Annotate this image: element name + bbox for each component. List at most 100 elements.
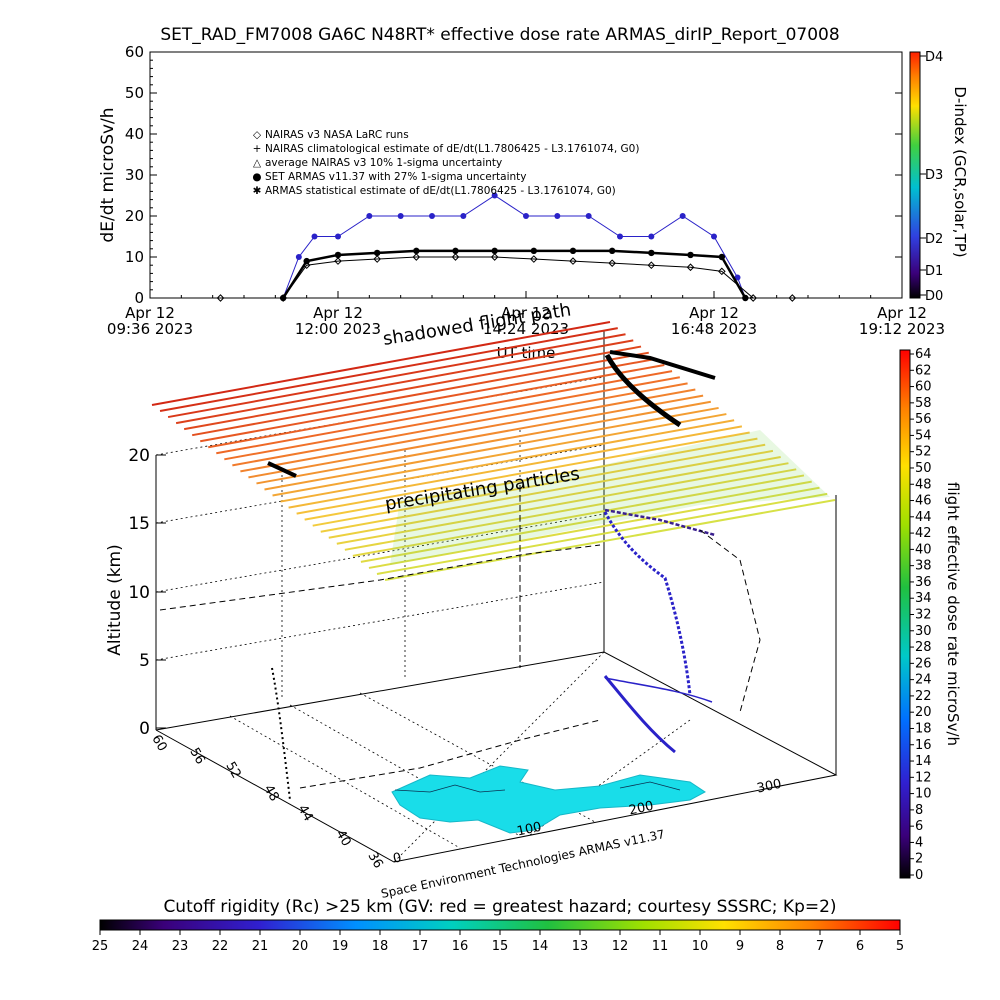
plane-line xyxy=(384,499,836,581)
series-point-2 xyxy=(412,253,421,261)
plane-line xyxy=(216,370,673,455)
plane-line xyxy=(240,388,696,473)
plane-line xyxy=(232,382,688,467)
plane-line xyxy=(288,425,743,509)
plane-line xyxy=(336,462,789,545)
plane-line xyxy=(296,431,750,515)
top-y-ticks: 0 10 20 30 40 50 60 xyxy=(125,43,902,307)
cutoff-tick-label: 17 xyxy=(412,939,429,954)
dose-rate-tick-label: 22 xyxy=(915,689,932,704)
dose-rate-tick-label: 50 xyxy=(915,461,932,476)
series-point-0 xyxy=(295,254,302,260)
cutoff-tick-label: 24 xyxy=(132,939,149,954)
plane-tint xyxy=(390,430,830,565)
series-point-2 xyxy=(216,294,225,302)
flight-path-blue-top xyxy=(604,508,716,537)
series-point-1 xyxy=(530,247,538,255)
plane-line xyxy=(320,449,774,533)
longitude-tick-label: 100 xyxy=(516,820,543,840)
series-point-1 xyxy=(334,251,342,259)
dose-rate-tick-label: 26 xyxy=(915,656,932,671)
chart-title: SET_RAD_FM7008 GA6C N48RT* effective dos… xyxy=(160,25,839,45)
series-point-0 xyxy=(335,233,341,240)
altitude-tick-label: 5 xyxy=(139,651,150,671)
dose-rate-tick-label: 56 xyxy=(915,412,932,427)
dindex-tick-label: D4 xyxy=(925,50,943,65)
dindex-tick-label: D2 xyxy=(925,232,943,247)
dose-rate-tick-label: 2 xyxy=(915,852,923,867)
series-point-2 xyxy=(686,263,695,272)
dose-rate-tick-label: 52 xyxy=(915,445,932,460)
plane-line xyxy=(360,480,812,563)
top-x-tick-line2: 12:00 2023 xyxy=(295,320,381,338)
dose-rate-tick-label: 30 xyxy=(915,624,932,639)
dose-rate-tick-label: 8 xyxy=(915,803,923,818)
dindex-colorbar xyxy=(909,51,921,299)
series-point-1 xyxy=(491,247,498,255)
grid-line xyxy=(155,444,605,524)
grid-line xyxy=(155,376,605,456)
shadow-dashed-2 xyxy=(299,719,601,789)
dindex-tick-label: D3 xyxy=(925,168,943,183)
cutoff-tick-label: 16 xyxy=(452,939,469,954)
flight-path-left-descent xyxy=(271,667,291,801)
series-point-2 xyxy=(569,257,577,265)
plane-line xyxy=(151,321,611,406)
land-map xyxy=(391,765,706,834)
dose-rate-tick-label: 0 xyxy=(915,868,923,883)
dose-rate-colorbar-fill xyxy=(899,349,911,879)
top-x-tick-line1: Apr 12 xyxy=(125,304,175,322)
top-y-tick-label: 40 xyxy=(125,125,144,143)
series-point-2 xyxy=(749,294,757,302)
series-point-0 xyxy=(366,213,373,219)
plane-line xyxy=(256,400,712,485)
plane-line xyxy=(368,486,820,569)
latitude-tick-label: 48 xyxy=(260,782,281,804)
plane-line xyxy=(183,345,642,431)
series-point-0 xyxy=(734,274,741,281)
series-point-0 xyxy=(585,213,592,219)
cutoff-tick-label: 10 xyxy=(692,939,709,954)
shadow-dashed-1 xyxy=(159,544,601,611)
cutoff-tick-label: 20 xyxy=(292,939,309,954)
plane-line xyxy=(344,468,797,551)
legend-entry: NAIRAS climatological estimate of dE/dt(… xyxy=(265,143,639,155)
series-point-2 xyxy=(788,294,797,302)
cutoff-tick-label: 12 xyxy=(612,939,629,954)
series-line-0 xyxy=(282,194,746,299)
cutoff-tick-label: 15 xyxy=(492,939,509,954)
dose-rate-tick-label: 62 xyxy=(915,363,932,378)
altitude-tick-label: 20 xyxy=(128,446,150,466)
dose-rate-tick-label: 34 xyxy=(915,591,932,606)
top-ylabel: dE/dt microSv/h xyxy=(98,107,118,242)
cutoff-tick-label: 18 xyxy=(372,939,389,954)
dindex-label: D-index (GCR,solar,TP) xyxy=(951,86,969,257)
cutoff-tick-label: 5 xyxy=(896,939,904,954)
series-point-2 xyxy=(373,255,381,263)
series-point-2 xyxy=(608,259,616,267)
series-point-0 xyxy=(648,233,655,240)
cutoff-tick-label: 19 xyxy=(332,939,349,954)
dose-rate-tick-label: 12 xyxy=(915,770,932,785)
cutoff-tick-label: 23 xyxy=(172,939,189,954)
altitude-tick-label: 0 xyxy=(139,719,150,739)
series-point-1 xyxy=(569,247,577,255)
series-point-1 xyxy=(608,247,616,255)
dose-rate-tick-label: 64 xyxy=(915,347,932,362)
series-point-2 xyxy=(530,255,538,263)
top-y-tick-label: 60 xyxy=(125,43,144,61)
grid-line xyxy=(229,715,461,849)
plane-line xyxy=(208,363,665,449)
series-point-1 xyxy=(742,294,749,302)
plane-line xyxy=(328,456,781,539)
series-point-2 xyxy=(647,261,656,270)
latitude-tick-label: 52 xyxy=(222,759,243,781)
flight-3d-scene: 0 5 10 15 20 Altitude (km) 36 40 44 48 52 56 60 0 1… xyxy=(105,299,838,901)
dose-rate-tick-label: 10 xyxy=(915,787,932,802)
dindex-ticks: D4 D3 D2 D1 D0 xyxy=(920,50,943,304)
plane-line xyxy=(175,339,634,425)
top-y-tick-label: 0 xyxy=(134,289,144,307)
series-point-2 xyxy=(334,257,342,265)
dose-rate-tick-label: 48 xyxy=(915,477,932,492)
dose-rate-label: flight effective dose rate microSv/h xyxy=(944,482,962,746)
